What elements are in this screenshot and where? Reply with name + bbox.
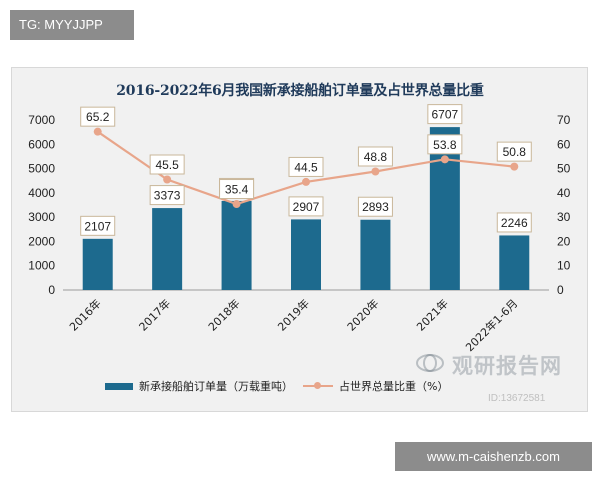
watermark-title: 观研报告网	[452, 354, 562, 378]
ratio-point	[440, 155, 449, 164]
ratio-value-label-box	[427, 134, 463, 155]
x-category-label: 2017年	[136, 296, 173, 333]
ratio-value-label-box	[357, 146, 393, 167]
bar-value-label-box	[427, 104, 463, 125]
y-left-tick-label: 5000	[28, 162, 55, 176]
y-right-tick-label: 20	[557, 234, 571, 248]
bar-value-label: 6707	[432, 108, 459, 122]
y-left-tick-label: 7000	[28, 113, 55, 127]
bar-value-label-box	[149, 185, 185, 206]
y-right-tick-label: 50	[557, 162, 571, 176]
url-badge: www.m-caishenzb.com	[395, 442, 592, 471]
y-left-tick-label: 3000	[28, 210, 55, 224]
ratio-value-label-box	[149, 154, 185, 175]
ratio-point	[232, 200, 241, 209]
y-left-tick-label: 4000	[28, 186, 55, 200]
watermark-id: ID:13672581	[488, 393, 546, 404]
ratio-point	[163, 175, 172, 184]
legend-line-label: 占世界总量比重（%）	[339, 380, 449, 393]
ratio-value-label-box	[288, 156, 324, 177]
bar	[82, 238, 113, 290]
bar	[499, 235, 530, 290]
ratio-value-label: 53.8	[433, 138, 457, 152]
bar	[221, 200, 252, 290]
tg-badge: TG: MYYJJPP	[10, 10, 134, 40]
ratio-value-label: 65.2	[86, 110, 110, 124]
bar	[152, 208, 183, 290]
y-right-tick-label: 30	[557, 210, 571, 224]
y-left-tick-label: 0	[48, 283, 55, 297]
bar	[360, 219, 391, 290]
watermark-logo-icon	[416, 354, 444, 372]
ratio-value-label: 35.4	[225, 183, 249, 197]
bar-value-label: 2107	[84, 219, 111, 233]
ratio-point	[510, 162, 519, 171]
x-category-label: 2018年	[205, 296, 242, 333]
legend-bar-swatch	[105, 382, 133, 390]
bar-value-label-box	[80, 215, 116, 236]
ratio-value-label-box	[219, 179, 255, 200]
bar-value-label: 2893	[362, 200, 389, 214]
ratio-point	[371, 167, 380, 176]
y-left-tick-label: 1000	[28, 259, 55, 273]
chart-title: 2016-2022年6月我国新承接船舶订单量及占世界总量比重	[116, 83, 484, 99]
ratio-value-label-box	[496, 141, 532, 162]
ratio-value-label: 44.5	[294, 160, 318, 174]
bar-value-label-box	[357, 196, 393, 217]
ratio-value-label: 48.8	[364, 150, 388, 164]
y-right-tick-label: 40	[557, 186, 571, 200]
x-category-label: 2020年	[344, 296, 381, 333]
chart-legend: 新承接船舶订单量（万载重吨） 占世界总量比重（%）	[105, 376, 448, 396]
y-right-tick-label: 10	[557, 259, 571, 273]
bar-value-label: 2246	[501, 216, 528, 230]
y-right-tick-label: 0	[557, 283, 564, 297]
y-left-tick-label: 2000	[28, 234, 55, 248]
x-category-label: 2019年	[275, 296, 312, 333]
x-category-label: 2022年1-6月	[462, 296, 520, 354]
x-category-label: 2021年	[414, 296, 451, 333]
y-right-tick-label: 60	[557, 137, 571, 151]
ratio-value-label-box	[80, 106, 116, 127]
legend-line-swatch	[303, 381, 333, 391]
y-left-tick-label: 6000	[28, 137, 55, 151]
bar-value-label-box	[496, 212, 532, 233]
bar-value-label: 2907	[293, 200, 320, 214]
bar	[291, 219, 321, 290]
ratio-value-label: 50.8	[503, 145, 527, 159]
bar-value-label-box	[288, 196, 324, 217]
y-right-tick-label: 70	[557, 113, 571, 127]
x-category-label: 2016年	[66, 296, 103, 333]
legend-bar-label: 新承接船舶订单量（万载重吨）	[139, 380, 293, 393]
ratio-point	[93, 127, 102, 136]
ratio-value-label: 45.5	[155, 158, 179, 172]
bar-value-label: 3373	[154, 189, 181, 203]
ratio-point	[302, 177, 310, 186]
